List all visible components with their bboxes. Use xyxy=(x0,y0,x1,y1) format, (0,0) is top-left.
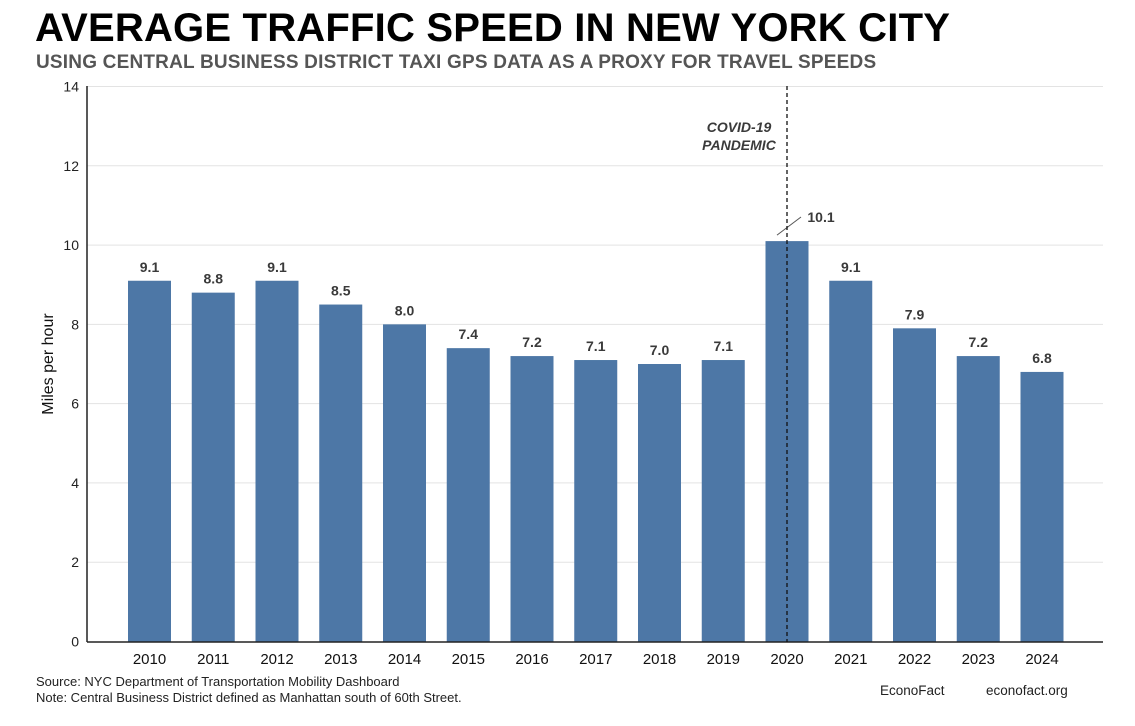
data-label: 9.1 xyxy=(267,259,287,275)
bar xyxy=(829,280,873,642)
x-tick-label: 2019 xyxy=(707,651,740,668)
brand-name: EconoFact xyxy=(880,683,945,698)
bar xyxy=(701,360,745,642)
x-tick-label: 2010 xyxy=(133,651,166,668)
data-label: 7.1 xyxy=(714,338,734,354)
data-label: 7.1 xyxy=(586,338,606,354)
bar xyxy=(128,280,171,642)
y-tick-label: 6 xyxy=(71,396,79,412)
x-tick-label: 2013 xyxy=(324,651,357,668)
x-tick-label: 2016 xyxy=(515,651,548,668)
annotation-text: PANDEMIC xyxy=(702,137,777,153)
bar xyxy=(255,280,299,642)
x-tick-label: 2024 xyxy=(1025,651,1058,668)
y-tick-label: 14 xyxy=(63,79,79,95)
bar xyxy=(510,356,554,642)
brand-url: econofact.org xyxy=(986,683,1068,698)
x-tick-label: 2021 xyxy=(834,651,867,668)
bar xyxy=(638,364,681,642)
bar xyxy=(191,292,235,642)
data-label: 7.2 xyxy=(969,334,989,350)
y-tick-label: 2 xyxy=(71,554,79,570)
data-label: 7.9 xyxy=(905,306,925,322)
x-tick-label: 2018 xyxy=(643,651,676,668)
bar xyxy=(383,324,426,642)
x-tick-label: 2022 xyxy=(898,651,931,668)
data-label: 8.0 xyxy=(395,302,415,318)
x-tick-label: 2023 xyxy=(962,651,995,668)
bar xyxy=(319,304,363,642)
data-label: 9.1 xyxy=(841,259,861,275)
bar xyxy=(765,241,809,642)
data-label: 8.5 xyxy=(331,283,351,299)
y-axis-label: Miles per hour xyxy=(40,313,57,415)
data-label: 6.8 xyxy=(1032,350,1052,366)
bar xyxy=(893,328,936,642)
y-tick-label: 8 xyxy=(71,316,79,332)
chart-subtitle: USING CENTRAL BUSINESS DISTRICT TAXI GPS… xyxy=(36,52,877,73)
bar xyxy=(1020,371,1064,642)
bar xyxy=(446,348,490,642)
x-tick-label: 2014 xyxy=(388,651,421,668)
data-label: 10.1 xyxy=(807,209,834,225)
x-tick-label: 2012 xyxy=(260,651,293,668)
y-tick-label: 10 xyxy=(63,237,79,253)
data-label: 7.0 xyxy=(650,342,670,358)
data-label: 9.1 xyxy=(140,259,160,275)
x-tick-label: 2020 xyxy=(770,651,803,668)
data-label-leader xyxy=(776,216,802,236)
annotation-text: COVID-19 xyxy=(707,119,772,135)
footnotes: Source: NYC Department of Transportation… xyxy=(36,674,462,706)
y-tick-label: 12 xyxy=(63,158,79,174)
data-label: 7.2 xyxy=(522,334,542,350)
bar xyxy=(574,360,618,642)
data-label: 7.4 xyxy=(459,326,479,342)
source-note: Source: NYC Department of Transportation… xyxy=(36,674,400,689)
x-tick-label: 2015 xyxy=(452,651,485,668)
y-tick-label: 4 xyxy=(71,475,79,491)
data-label: 8.8 xyxy=(204,271,224,287)
x-tick-label: 2017 xyxy=(579,651,612,668)
definition-note: Note: Central Business District defined … xyxy=(36,690,462,705)
y-tick-label: 0 xyxy=(71,634,79,650)
chart-title: AVERAGE TRAFFIC SPEED IN NEW YORK CITY xyxy=(35,6,951,50)
x-tick-label: 2011 xyxy=(197,651,229,668)
bar xyxy=(956,356,1000,642)
